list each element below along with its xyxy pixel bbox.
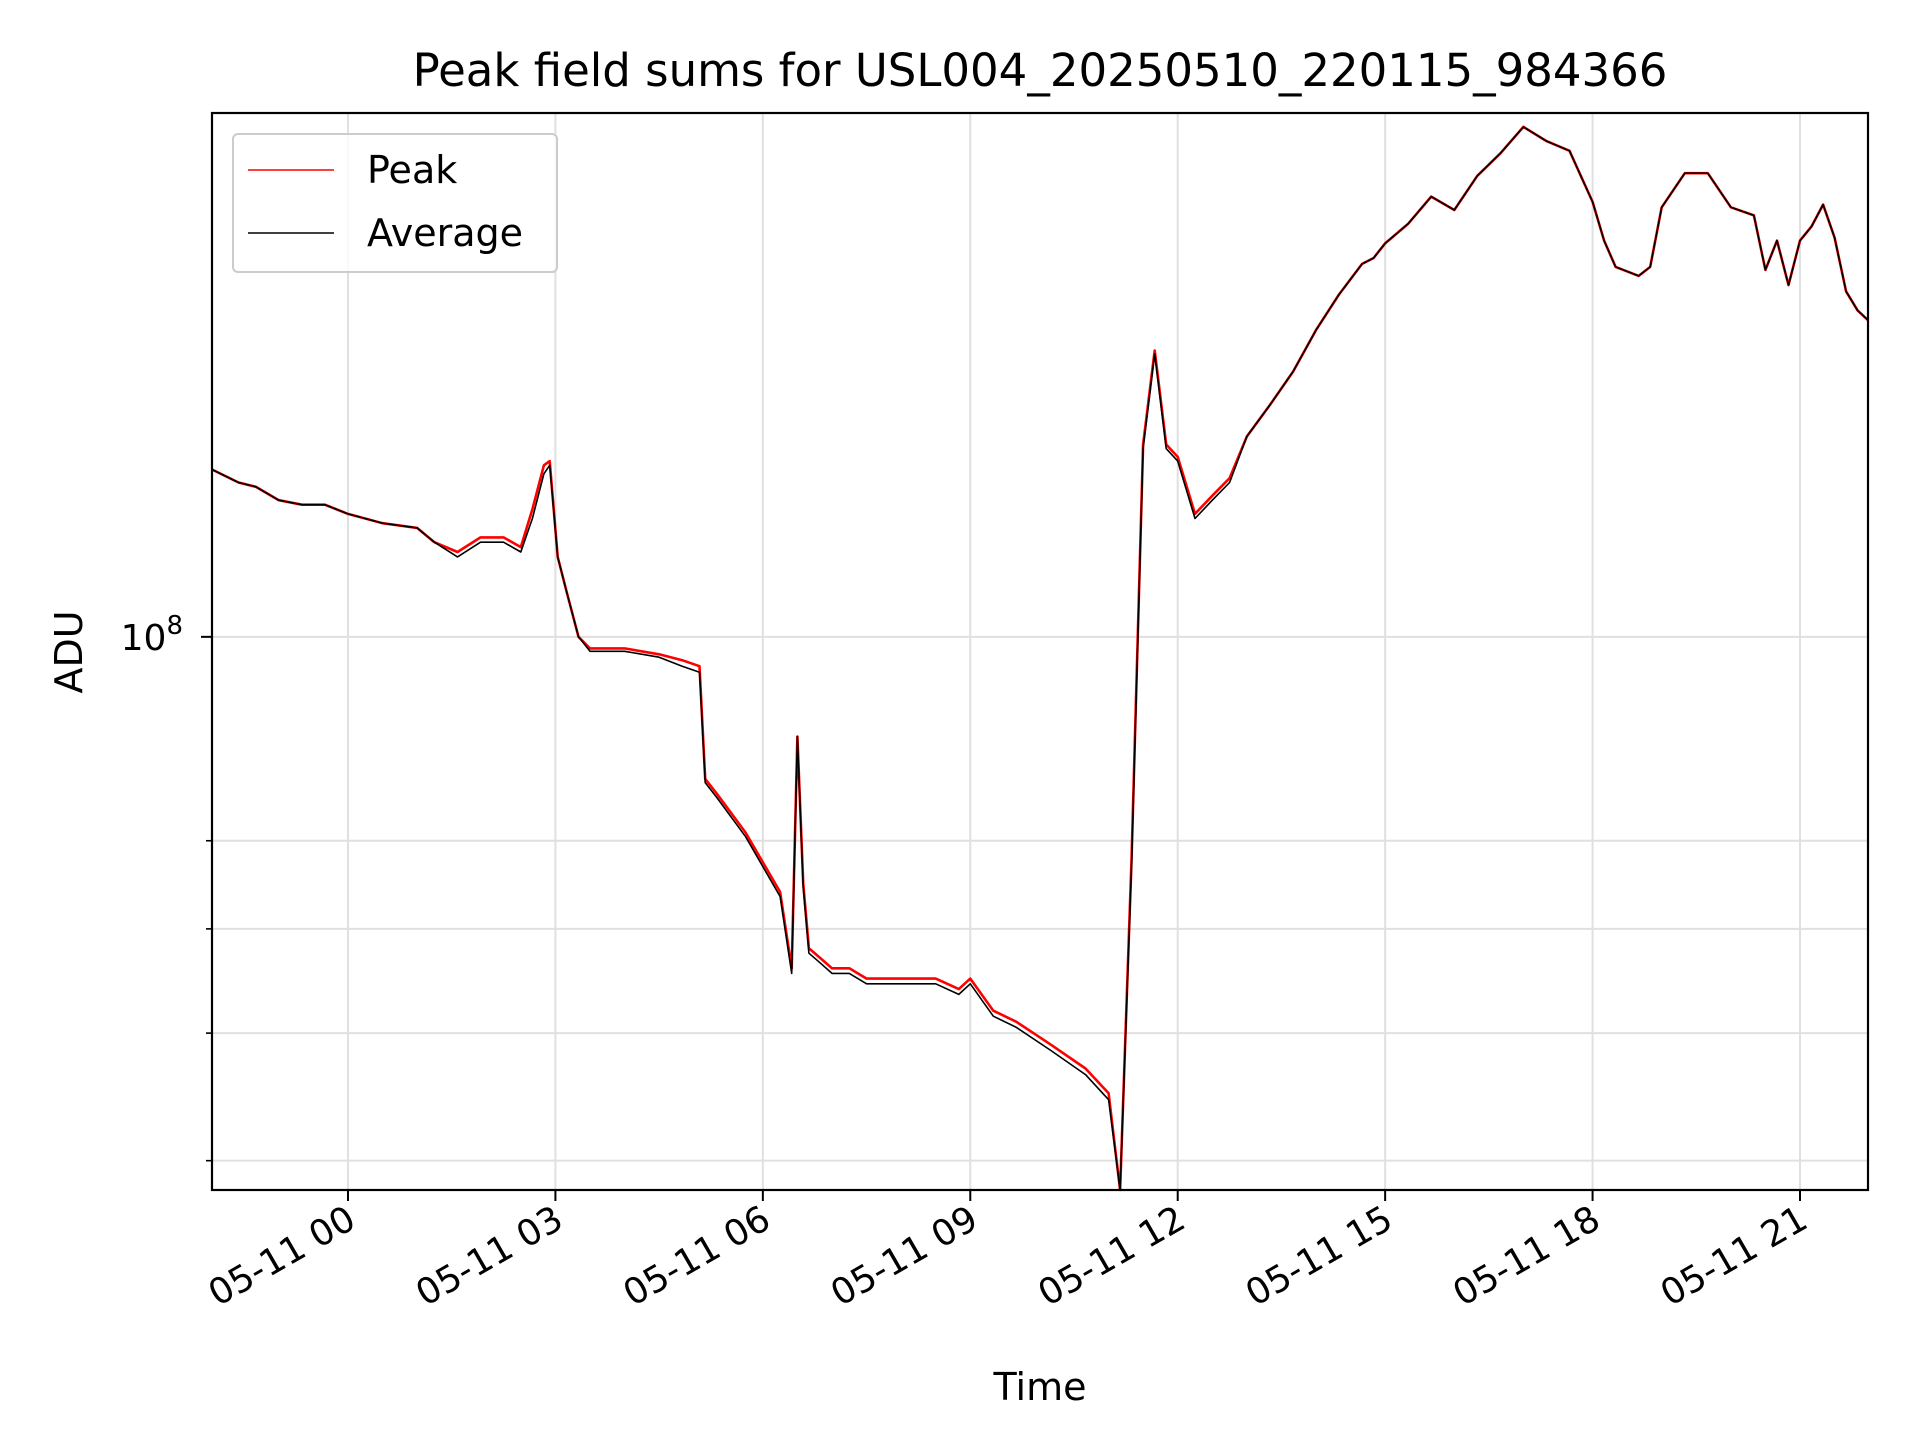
y-tick-label: 108 bbox=[121, 611, 183, 659]
x-axis-label: Time bbox=[993, 1365, 1087, 1409]
legend-box bbox=[232, 133, 558, 273]
grid-lines bbox=[212, 113, 1868, 1190]
legend-label-peak: Peak bbox=[367, 148, 457, 192]
plot-frame bbox=[210, 111, 1870, 1192]
legend-label-average: Average bbox=[367, 211, 523, 255]
legend: Peak Average bbox=[232, 133, 558, 273]
chart-title: Peak field sums for USL004_20250510_2201… bbox=[413, 44, 1668, 97]
series-lines bbox=[211, 125, 1869, 1192]
series-line-average bbox=[211, 126, 1869, 1191]
y-axis-label: ADU bbox=[47, 610, 91, 693]
